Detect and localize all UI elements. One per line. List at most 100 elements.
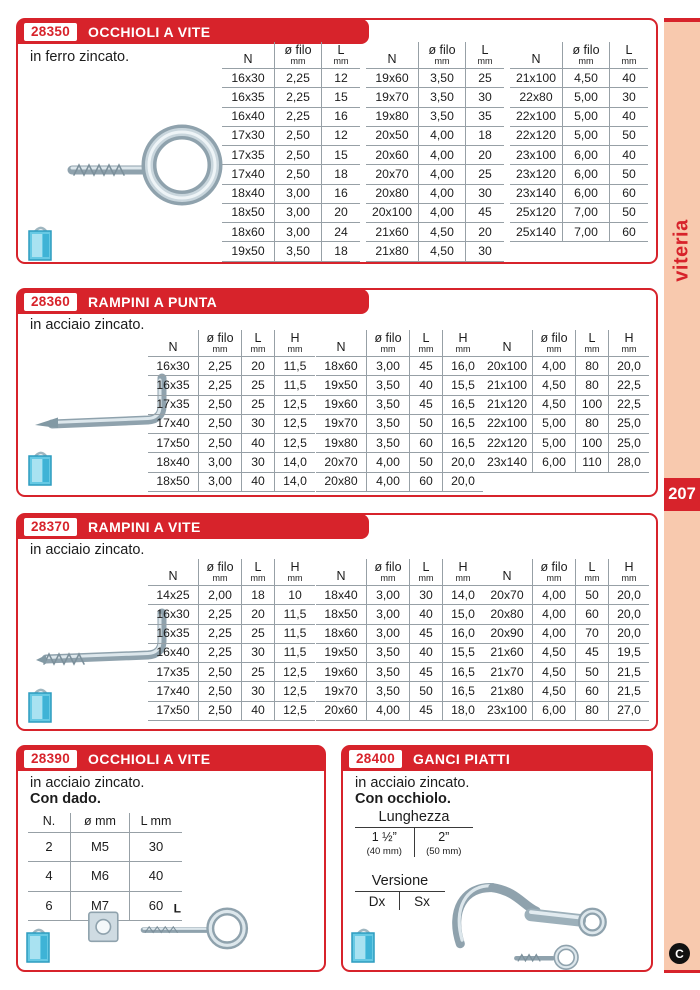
table-row: 25x120 7,00 50 (510, 202, 648, 223)
table-cell: 20x100 (482, 356, 533, 376)
table-row: 23x100 6,00 80 27,0 (482, 700, 649, 721)
table-cell: 3,00 (274, 202, 322, 223)
table-cell: 10 (274, 585, 315, 605)
table-cell: 19x80 (316, 433, 367, 453)
article-code: 28400 (349, 749, 403, 768)
table-cell: 17x35 (222, 145, 275, 165)
table-row: 14x25 2,00 18 10 (148, 585, 315, 605)
table-cell: 30 (241, 642, 275, 663)
table-cell: 3,00 (366, 585, 410, 605)
material-note: in acciaio zincato. (30, 542, 145, 558)
table-cell: 45 (409, 700, 443, 721)
table-row: 20x70 4,00 25 (366, 164, 504, 185)
table-row: 16x40 2,25 30 11,5 (148, 642, 315, 663)
table-cell: 20x90 (482, 623, 533, 644)
table-cell: 3,00 (198, 471, 242, 492)
table-cell: 16 (321, 106, 360, 127)
table-cell: 21,5 (608, 681, 649, 702)
table-cell: 2,25 (274, 106, 322, 127)
table-cell: 45 (575, 642, 609, 663)
table-row: 25x140 7,00 60 (510, 222, 648, 243)
table-cell: 60 (409, 471, 443, 492)
table-row: 20x80 4,00 60 20,0 (482, 604, 649, 625)
table-cell: 18 (241, 585, 275, 605)
table-row: 19x60 3,50 45 16,5 (316, 394, 483, 415)
table-cell: 40 (609, 68, 648, 88)
table-cell: 25x140 (510, 222, 563, 243)
column-header: N. (42, 814, 56, 828)
section-28350: 28350 OCCHIOLI A VITE in ferro zincato. … (16, 18, 658, 264)
table-cell: 15,5 (442, 375, 483, 396)
table-cell: 45 (409, 623, 443, 644)
table-cell: 19x60 (316, 662, 367, 682)
table-cell: 6 (28, 890, 71, 921)
article-code: 28360 (24, 292, 78, 311)
table-cell: 4 (28, 861, 71, 892)
table-cell: 18 (321, 241, 360, 262)
table-row: 21x60 4,50 45 19,5 (482, 642, 649, 663)
table-row: 21x80 4,50 30 (366, 241, 504, 262)
table-cell: 80 (575, 375, 609, 396)
category-label-wrap: viteria (664, 185, 700, 315)
length-option: 1 ½” (40 mm) (355, 828, 414, 857)
table-row: 21x80 4,50 60 21,5 (482, 681, 649, 702)
table-row: 17x35 2,50 15 (222, 145, 360, 165)
table-cell: 40 (409, 604, 443, 625)
table-cell: 3,50 (418, 87, 466, 108)
table-cell: 21x60 (366, 222, 419, 242)
table-cell: 50 (409, 413, 443, 434)
table-cell: 2,25 (198, 623, 242, 644)
table-cell: 17x35 (148, 662, 199, 682)
table-cell: 3,50 (418, 106, 466, 127)
table-cell: 6,00 (562, 183, 610, 204)
table-cell: 2,00 (198, 585, 242, 605)
table-cell: 21x120 (482, 394, 533, 415)
table-cell: 40 (241, 471, 275, 492)
table-row: 20x50 4,00 18 (366, 125, 504, 146)
column-header: N (336, 569, 346, 583)
table-cell: 50 (575, 662, 609, 682)
table-cell: 2 (28, 832, 71, 862)
table-cell: 20 (465, 222, 504, 242)
table-row: 18x50 3,00 40 15,0 (316, 604, 483, 625)
table-cell: 5,00 (562, 87, 610, 108)
table-cell: 4,00 (532, 356, 576, 376)
table-cell: 14,0 (442, 585, 483, 605)
table-cell: 11,5 (274, 642, 315, 663)
table-row: 20x100 4,00 80 20,0 (482, 356, 649, 376)
table-cell: 22x100 (482, 413, 533, 434)
table-row: 18x50 3,00 20 (222, 202, 360, 223)
table-cell: 11,5 (274, 604, 315, 625)
table-cell: 5,00 (562, 106, 610, 127)
column-header: ø filo mm (532, 559, 576, 586)
table-row: 22x120 5,00 50 (510, 125, 648, 146)
table-cell: 16x40 (222, 106, 275, 127)
table-row: 18x40 3,00 30 14,0 (148, 452, 315, 473)
table-cell: 18,0 (442, 700, 483, 721)
column-header: N (168, 340, 178, 354)
table-cell: 20x70 (482, 585, 533, 605)
table-row: 19x60 3,50 25 (366, 68, 504, 88)
table-cell: 21x70 (482, 662, 533, 682)
table-row: 17x35 2,50 25 12,5 (148, 394, 315, 415)
table-cell: 25,0 (608, 433, 649, 453)
table-cell: 18x60 (316, 623, 367, 644)
table-row: 16x30 2,25 20 11,5 (148, 356, 315, 376)
package-icon (351, 928, 375, 963)
length-title: Lunghezza (355, 809, 473, 828)
table-row: 21x120 4,50 100 22,5 (482, 394, 649, 415)
table-cell: 3,50 (366, 394, 410, 415)
column-header: ø filo mm (366, 559, 410, 586)
table-cell: 16,0 (442, 623, 483, 644)
table-cell: 80 (575, 413, 609, 434)
table-cell: 4,00 (532, 585, 576, 605)
table-cell: 2,25 (198, 604, 242, 625)
